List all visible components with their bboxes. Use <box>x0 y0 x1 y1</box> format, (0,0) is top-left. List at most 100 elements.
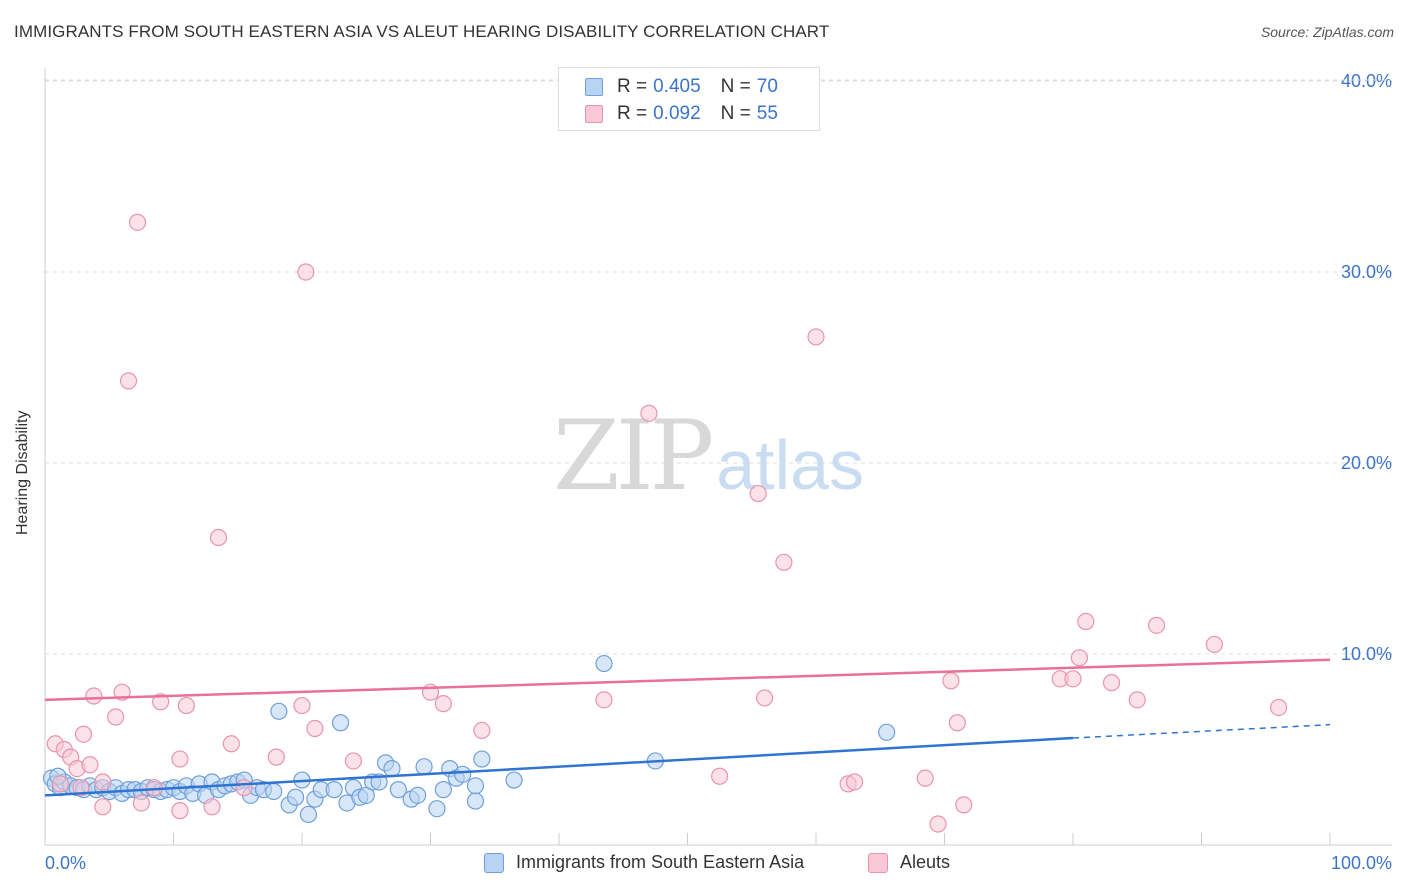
legend-row-pink: R = 0.092 N = 55 <box>585 102 778 126</box>
pink-data-point <box>1064 670 1082 688</box>
blue-data-point <box>299 805 318 824</box>
pink-data-point <box>344 752 362 770</box>
blue-data-point <box>466 792 485 810</box>
pink-data-point <box>640 404 658 422</box>
pink-data-point <box>434 695 452 713</box>
blue-data-point <box>389 781 407 799</box>
blue-data-point <box>286 788 305 806</box>
y-tick-label: 30.0% <box>1341 262 1392 282</box>
pink-data-point <box>1102 674 1121 692</box>
legend-r-label: R = <box>617 76 648 97</box>
pink-data-point <box>152 693 170 711</box>
series-legend-label: Immigrants from South Eastern Asia <box>516 852 805 872</box>
source-credit: Source: ZipAtlas.com <box>1260 24 1394 40</box>
pink-data-point <box>775 553 793 571</box>
pink-trend-line <box>44 658 1331 702</box>
pink-data-point <box>297 263 315 281</box>
legend-n-value: 70 <box>756 76 778 97</box>
pink-data-point <box>929 815 947 833</box>
pink-data-point <box>235 779 253 797</box>
pink-data-point <box>81 756 99 774</box>
pink-data-point <box>128 213 147 231</box>
legend-r-value: 0.092 <box>653 103 701 124</box>
pink-data-point <box>942 672 960 690</box>
blue-data-point <box>409 786 427 804</box>
pink-data-point <box>94 773 112 791</box>
pink-data-point <box>916 769 934 787</box>
watermark-zip: ZIP <box>553 400 714 512</box>
pink-data-point <box>306 719 324 738</box>
blue-data-point <box>265 782 283 801</box>
legend-swatch-blue <box>585 78 603 96</box>
pink-data-point <box>845 773 864 791</box>
pink-data-point <box>119 372 138 390</box>
blue-trend-line <box>44 736 1074 797</box>
legend-r-label: R = <box>617 103 648 124</box>
pink-data-point <box>749 484 767 503</box>
pink-data-point <box>1269 698 1288 717</box>
legend-r-value: 0.405 <box>653 76 701 97</box>
series-legend-label: Aleuts <box>900 852 951 872</box>
pink-data-point <box>955 796 973 814</box>
pink-data-point <box>74 725 93 743</box>
series-swatch-pink <box>868 852 888 873</box>
pink-data-point <box>711 767 729 785</box>
series-legend: Immigrants from South Eastern Asia Aleut… <box>0 852 1406 878</box>
x-tick-label: 0.0% <box>45 853 86 873</box>
pink-data-point <box>177 696 195 715</box>
watermark-atlas: atlas <box>716 426 865 504</box>
blue-data-point <box>383 759 401 778</box>
blue-data-point <box>878 723 896 741</box>
blue-data-point <box>434 781 452 799</box>
y-tick-label: 10.0% <box>1341 644 1392 664</box>
chart-title: IMMIGRANTS FROM SOUTH EASTERN ASIA VS AL… <box>14 22 830 41</box>
pink-data-point <box>222 735 240 753</box>
series-legend-item-immigrants[interactable]: Immigrants from South Eastern Asia <box>484 852 804 873</box>
series-swatch-blue <box>484 852 504 873</box>
y-axis-label: Hearing Disability <box>14 410 31 536</box>
blue-data-point <box>270 702 288 720</box>
pink-data-point <box>595 691 613 709</box>
pink-data-point <box>107 708 125 726</box>
pink-data-point <box>293 696 311 715</box>
legend-row-blue: R = 0.405 N = 70 <box>585 75 778 99</box>
pink-data-point <box>51 775 70 793</box>
series-legend-item-aleuts[interactable]: Aleuts <box>868 852 950 873</box>
pink-data-point <box>171 750 189 768</box>
watermark: ZIPatlas <box>553 400 864 512</box>
pink-data-point <box>72 779 90 797</box>
blue-data-point <box>473 750 491 768</box>
y-tick-label: 40.0% <box>1341 71 1392 91</box>
pink-data-point <box>203 798 221 816</box>
pink-data-point <box>94 798 112 816</box>
blue-data-point <box>466 777 485 795</box>
legend-n-value: 55 <box>756 103 778 124</box>
blue-data-point <box>595 654 613 673</box>
pink-data-point <box>1147 616 1166 634</box>
pink-data-point <box>209 528 228 547</box>
pink-data-point <box>755 689 774 707</box>
blue-data-point <box>454 765 472 783</box>
pink-data-point <box>85 687 103 705</box>
blue-trend-extension <box>1072 723 1331 739</box>
blue-data-point <box>325 781 343 799</box>
x-tick-label: 100.0% <box>1331 853 1392 873</box>
pink-data-point <box>267 748 285 766</box>
pink-data-point <box>1205 635 1223 654</box>
pink-data-point <box>1070 649 1089 667</box>
blue-data-point <box>331 714 350 732</box>
pink-data-point <box>948 714 966 732</box>
pink-data-point <box>171 802 189 820</box>
legend-swatch-pink <box>585 105 603 123</box>
pink-data-point <box>473 721 491 740</box>
pink-data-point <box>1128 691 1146 709</box>
pink-data-point <box>807 328 825 346</box>
pink-data-point <box>132 794 150 812</box>
blue-data-point <box>415 758 433 776</box>
legend-n-label: N = <box>720 103 751 124</box>
blue-data-point <box>505 771 523 789</box>
y-tick-label: 20.0% <box>1341 453 1392 473</box>
blue-data-point <box>428 800 446 818</box>
stats-legend: R = 0.405 N = 70 R = 0.092 N = 55 <box>558 67 820 131</box>
